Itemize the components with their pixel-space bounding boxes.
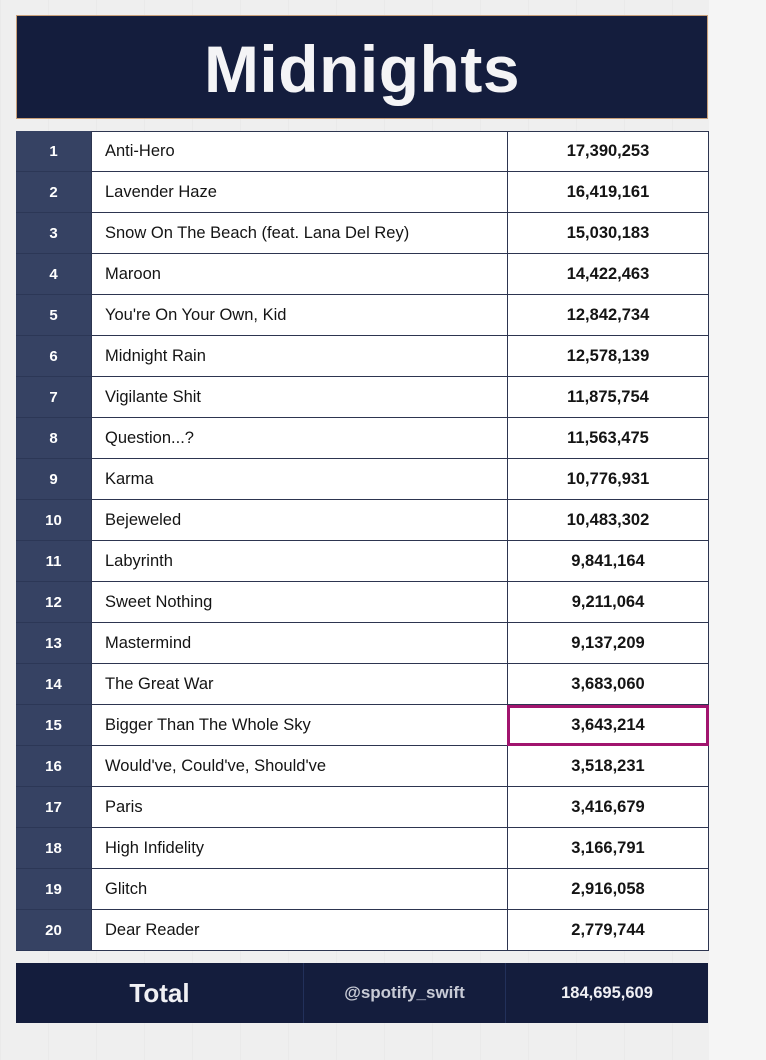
track-rank: 7 — [16, 377, 91, 418]
track-title: Vigilante Shit — [91, 377, 507, 418]
right-margin — [709, 0, 766, 1060]
track-streams: 2,916,058 — [507, 869, 709, 910]
track-title: Midnight Rain — [91, 336, 507, 377]
table-row: 6 Midnight Rain 12,578,139 — [16, 336, 709, 377]
table-row: 9 Karma 10,776,931 — [16, 459, 709, 500]
track-rank: 11 — [16, 541, 91, 582]
track-title: Snow On The Beach (feat. Lana Del Rey) — [91, 213, 507, 254]
table-row: 12 Sweet Nothing 9,211,064 — [16, 582, 709, 623]
track-rank: 9 — [16, 459, 91, 500]
track-title: Glitch — [91, 869, 507, 910]
track-streams: 3,416,679 — [507, 787, 709, 828]
track-title: Bigger Than The Whole Sky — [91, 705, 507, 746]
track-title: Karma — [91, 459, 507, 500]
track-rank: 17 — [16, 787, 91, 828]
table-row: 14 The Great War 3,683,060 — [16, 664, 709, 705]
track-title: Labyrinth — [91, 541, 507, 582]
track-rank: 20 — [16, 910, 91, 951]
table-row: 4 Maroon 14,422,463 — [16, 254, 709, 295]
table-row: 17 Paris 3,416,679 — [16, 787, 709, 828]
track-streams: 9,841,164 — [507, 541, 709, 582]
author-handle: @spotify_swift — [304, 963, 506, 1023]
track-streams: 3,683,060 — [507, 664, 709, 705]
track-streams: 2,779,744 — [507, 910, 709, 951]
table-row: 20 Dear Reader 2,779,744 — [16, 910, 709, 951]
album-title: Midnights — [203, 32, 521, 106]
track-streams-highlighted: 3,643,214 — [507, 705, 709, 746]
track-rank: 4 — [16, 254, 91, 295]
table-row: 18 High Infidelity 3,166,791 — [16, 828, 709, 869]
track-rank: 19 — [16, 869, 91, 910]
track-streams: 12,842,734 — [507, 295, 709, 336]
table-row: 7 Vigilante Shit 11,875,754 — [16, 377, 709, 418]
track-rank: 10 — [16, 500, 91, 541]
track-rank: 14 — [16, 664, 91, 705]
track-title: Dear Reader — [91, 910, 507, 951]
track-rank: 5 — [16, 295, 91, 336]
track-rank: 8 — [16, 418, 91, 459]
track-streams: 11,875,754 — [507, 377, 709, 418]
track-rank: 13 — [16, 623, 91, 664]
track-streams: 9,211,064 — [507, 582, 709, 623]
track-streams: 15,030,183 — [507, 213, 709, 254]
track-rank: 3 — [16, 213, 91, 254]
track-title: Anti-Hero — [91, 131, 507, 172]
track-streams: 10,776,931 — [507, 459, 709, 500]
track-streams: 14,422,463 — [507, 254, 709, 295]
table-row: 19 Glitch 2,916,058 — [16, 869, 709, 910]
footer-bar: Total @spotify_swift 184,695,609 — [16, 963, 708, 1023]
track-title: Bejeweled — [91, 500, 507, 541]
track-streams: 10,483,302 — [507, 500, 709, 541]
track-streams: 3,166,791 — [507, 828, 709, 869]
track-streams: 3,518,231 — [507, 746, 709, 787]
track-streams: 9,137,209 — [507, 623, 709, 664]
total-label: Total — [16, 963, 304, 1023]
track-title: Would've, Could've, Should've — [91, 746, 507, 787]
track-rank: 18 — [16, 828, 91, 869]
track-rank: 6 — [16, 336, 91, 377]
table-row: 11 Labyrinth 9,841,164 — [16, 541, 709, 582]
total-streams: 184,695,609 — [561, 983, 653, 1002]
track-streams: 12,578,139 — [507, 336, 709, 377]
table-row: 2 Lavender Haze 16,419,161 — [16, 172, 709, 213]
track-streams: 17,390,253 — [507, 131, 709, 172]
table-row: 16 Would've, Could've, Should've 3,518,231 — [16, 746, 709, 787]
track-title: You're On Your Own, Kid — [91, 295, 507, 336]
track-title: High Infidelity — [91, 828, 507, 869]
table-row: 3 Snow On The Beach (feat. Lana Del Rey) 1… — [16, 213, 709, 254]
track-title: Maroon — [91, 254, 507, 295]
track-table: 1 Anti-Hero 17,390,253 2 Lavender Haze 16,419… — [16, 131, 709, 951]
table-row: 5 You're On Your Own, Kid 12,842,734 — [16, 295, 709, 336]
track-rank: 1 — [16, 131, 91, 172]
table-row: 8 Question...? 11,563,475 — [16, 418, 709, 459]
track-streams: 16,419,161 — [507, 172, 709, 213]
track-title: Question...? — [91, 418, 507, 459]
track-rank: 2 — [16, 172, 91, 213]
track-title: Sweet Nothing — [91, 582, 507, 623]
table-row: 13 Mastermind 9,137,209 — [16, 623, 709, 664]
track-title: Paris — [91, 787, 507, 828]
track-rank: 16 — [16, 746, 91, 787]
table-row: 15 Bigger Than The Whole Sky 3,643,214 — [16, 705, 709, 746]
track-streams: 11,563,475 — [507, 418, 709, 459]
track-title: Mastermind — [91, 623, 507, 664]
track-rank: 12 — [16, 582, 91, 623]
track-rank: 15 — [16, 705, 91, 746]
title-banner: Midnights — [16, 15, 708, 119]
track-title: Lavender Haze — [91, 172, 507, 213]
table-row: 10 Bejeweled 10,483,302 — [16, 500, 709, 541]
table-row: 1 Anti-Hero 17,390,253 — [16, 131, 709, 172]
track-title: The Great War — [91, 664, 507, 705]
